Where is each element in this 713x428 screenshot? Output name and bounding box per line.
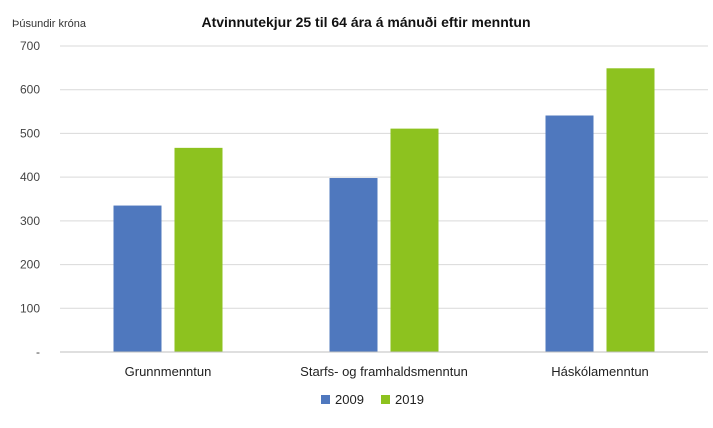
category-labels: Grunnmenntun Starfs- og framhaldsmenntun H… — [125, 364, 649, 379]
bar-2009-1 — [113, 205, 162, 352]
bar-2019-2 — [390, 128, 439, 352]
y-tick-label: - — [36, 345, 40, 359]
legend-label-2019: 2019 — [395, 392, 424, 407]
y-tick-label: 500 — [20, 126, 40, 140]
x-category-label: Starfs- og framhaldsmenntun — [300, 364, 468, 379]
x-category-label: Grunnmenntun — [125, 364, 212, 379]
bars — [113, 68, 655, 353]
y-tick-label: 300 — [20, 214, 40, 228]
legend-label-2009: 2009 — [335, 392, 364, 407]
y-axis-ticks: - 100 200 300 400 500 600 700 — [20, 39, 40, 359]
chart-title: Atvinnutekjur 25 til 64 ára á mánuði eft… — [201, 14, 530, 30]
x-category-label: Háskólamenntun — [551, 364, 649, 379]
y-tick-label: 600 — [20, 83, 40, 97]
y-axis-unit-label: Þúsundir króna — [12, 18, 87, 30]
bar-2019-1 — [174, 147, 223, 352]
y-tick-label: 100 — [20, 301, 40, 315]
bar-2009-2 — [329, 178, 378, 352]
gridlines — [60, 45, 708, 309]
y-tick-label: 400 — [20, 170, 40, 184]
bar-2019-3 — [606, 68, 655, 353]
y-tick-label: 700 — [20, 39, 40, 53]
y-tick-label: 200 — [20, 258, 40, 272]
legend-swatch-2009 — [321, 395, 330, 404]
legend: 2009 2019 — [321, 392, 424, 407]
legend-swatch-2019 — [381, 395, 390, 404]
bar-2009-3 — [545, 115, 594, 353]
